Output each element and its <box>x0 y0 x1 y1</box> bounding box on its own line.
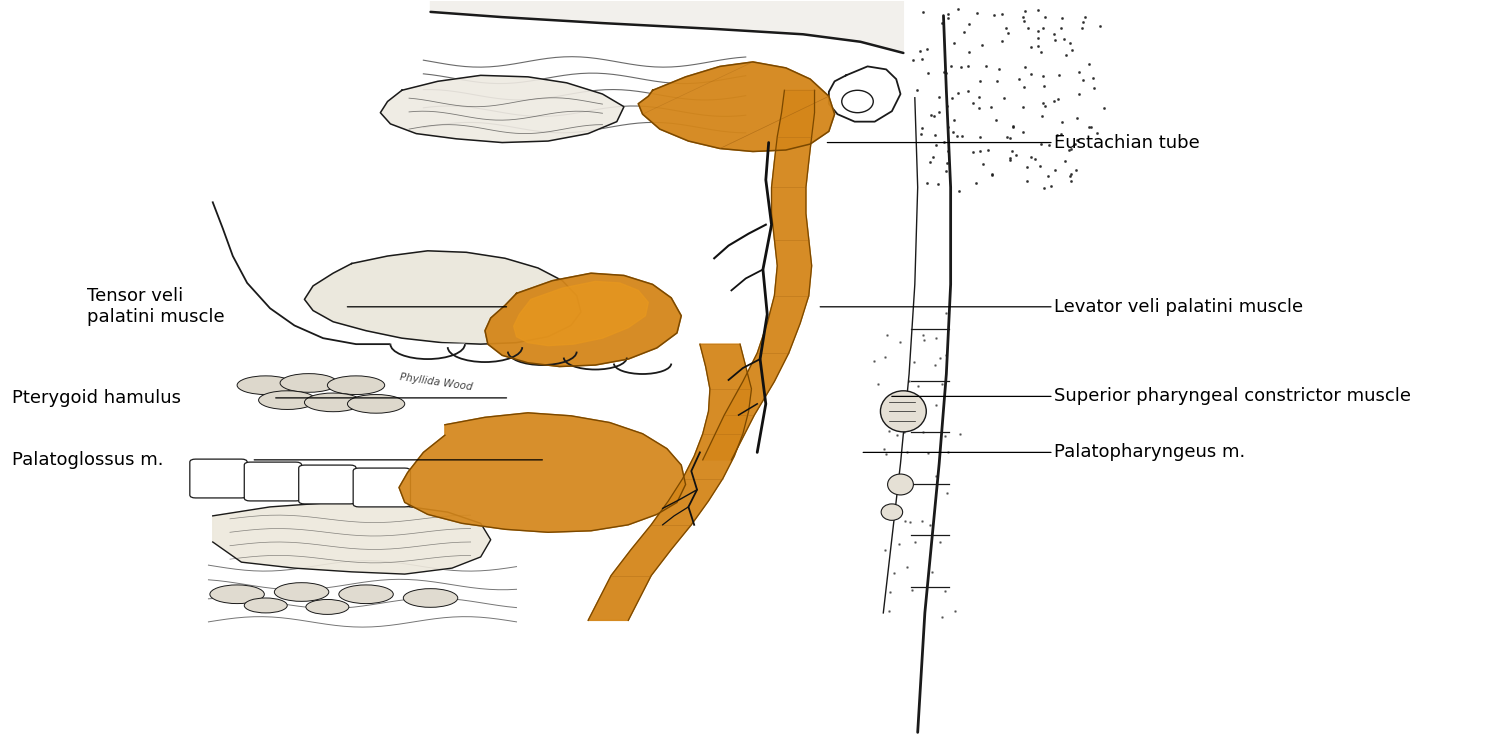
Polygon shape <box>212 503 490 574</box>
Ellipse shape <box>880 390 926 432</box>
Ellipse shape <box>841 91 874 113</box>
Polygon shape <box>380 76 624 143</box>
Ellipse shape <box>238 375 294 394</box>
Polygon shape <box>614 364 672 374</box>
Text: Palatoglossus m.: Palatoglossus m. <box>12 451 163 469</box>
Text: Phyllida Wood: Phyllida Wood <box>400 373 473 393</box>
Ellipse shape <box>327 375 385 394</box>
Ellipse shape <box>881 504 902 521</box>
Ellipse shape <box>259 390 317 409</box>
Ellipse shape <box>348 394 404 413</box>
Ellipse shape <box>244 598 287 613</box>
Text: Palatopharyngeus m.: Palatopharyngeus m. <box>1054 444 1245 462</box>
Polygon shape <box>447 347 522 362</box>
FancyBboxPatch shape <box>190 459 247 498</box>
Text: Eustachian tube: Eustachian tube <box>1054 134 1199 152</box>
Polygon shape <box>484 273 681 367</box>
Ellipse shape <box>339 585 394 604</box>
Text: Levator veli palatini muscle: Levator veli palatini muscle <box>1054 298 1303 316</box>
Polygon shape <box>400 413 685 533</box>
Polygon shape <box>829 67 901 122</box>
Polygon shape <box>431 1 903 53</box>
Ellipse shape <box>306 599 349 614</box>
FancyBboxPatch shape <box>299 465 357 504</box>
Ellipse shape <box>403 589 458 607</box>
Polygon shape <box>703 91 814 460</box>
Ellipse shape <box>275 583 328 601</box>
Polygon shape <box>391 344 465 359</box>
Ellipse shape <box>887 474 914 495</box>
Ellipse shape <box>210 585 265 604</box>
Polygon shape <box>588 344 752 620</box>
FancyBboxPatch shape <box>354 468 410 507</box>
Text: Superior pharyngeal constrictor muscle: Superior pharyngeal constrictor muscle <box>1054 387 1410 405</box>
Polygon shape <box>508 352 577 365</box>
Text: Tensor veli
palatini muscle: Tensor veli palatini muscle <box>86 287 224 326</box>
Polygon shape <box>563 358 627 370</box>
Ellipse shape <box>305 393 361 411</box>
Polygon shape <box>514 281 648 346</box>
Text: Pterygoid hamulus: Pterygoid hamulus <box>12 389 181 407</box>
Ellipse shape <box>279 374 337 392</box>
Polygon shape <box>305 251 581 344</box>
Polygon shape <box>639 62 835 152</box>
FancyBboxPatch shape <box>244 462 302 501</box>
